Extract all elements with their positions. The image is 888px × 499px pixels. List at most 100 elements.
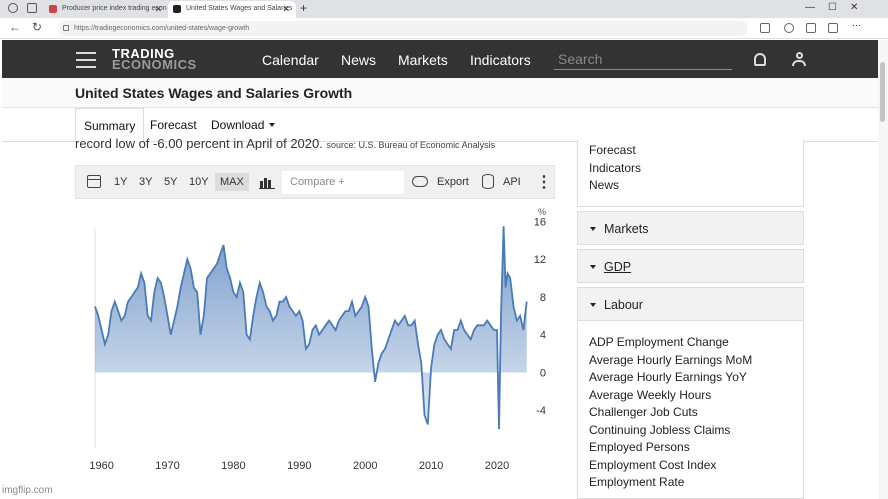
address-toolbar: ← ↻ https://tradingeconomics.com/united-… [0, 18, 888, 39]
range-3y-button[interactable]: 3Y [139, 176, 153, 188]
sidebar-link-avg-hourly-earnings-yoy[interactable]: Average Hourly Earnings YoY [589, 370, 747, 384]
sidebar-section-gdp[interactable]: GDP [577, 249, 804, 283]
y-unit-label: % [538, 207, 546, 217]
sidebar-labour-list: ADP Employment Change Average Hourly Ear… [577, 321, 804, 499]
sidebar-link-avg-weekly-hours[interactable]: Average Weekly Hours [589, 387, 712, 402]
sidebar-link-continuing-jobless-claims[interactable]: Continuing Jobless Claims [589, 422, 731, 437]
tab-forecast[interactable]: Forecast [150, 118, 197, 132]
user-icon[interactable] [792, 52, 806, 66]
browser-tab-label: Producer price index trading econ [62, 5, 167, 12]
sidebar-section-markets[interactable]: Markets [577, 211, 804, 245]
x-tick-label: 2000 [353, 460, 377, 472]
description-text: record low of -6.00 percent in April of … [75, 138, 496, 150]
caret-down-icon [590, 265, 596, 269]
lock-icon [63, 25, 69, 31]
favicon-icon [173, 5, 181, 13]
close-window-icon[interactable]: ✕ [850, 2, 859, 13]
y-tick-label: 0 [540, 367, 546, 379]
sidebar-link-employment-cost-index[interactable]: Employment Cost Index [589, 457, 717, 472]
sidebar-link-news[interactable]: News [589, 178, 620, 192]
sidebar-link-employment-rate[interactable]: Employment Rate [589, 475, 685, 489]
cloud-download-icon[interactable] [412, 176, 428, 187]
series-area [95, 226, 527, 430]
y-tick-label: 4 [540, 330, 546, 342]
split-screen-icon[interactable] [760, 23, 770, 33]
back-icon[interactable]: ← [9, 20, 21, 34]
chart-type-icon[interactable] [259, 175, 275, 189]
source-note: source: U.S. Bureau of Economic Analysis [326, 140, 496, 150]
tab-summary[interactable]: Summary [75, 108, 145, 142]
sub-navigation: Summary Forecast Download [2, 108, 878, 142]
scrollbar-thumb[interactable] [880, 62, 885, 122]
collections-icon[interactable] [806, 23, 816, 33]
title-bar: United States Wages and Salaries Growth [2, 78, 878, 108]
tab-actions-icon[interactable] [27, 3, 37, 13]
series-line [94, 226, 528, 430]
refresh-icon[interactable]: ↻ [32, 20, 43, 34]
range-max-button[interactable]: MAX [215, 173, 249, 191]
browser-tabstrip: Producer price index trading econ ✕ Unit… [0, 0, 888, 18]
profile-icon[interactable] [8, 3, 18, 13]
compare-input[interactable]: Compare + [282, 171, 404, 194]
close-tab-icon[interactable]: ✕ [282, 4, 290, 14]
sidebar-link-forecast[interactable]: Forecast [589, 143, 636, 157]
tab-download[interactable]: Download [211, 118, 276, 132]
favorites-icon[interactable] [784, 23, 794, 33]
nav-indicators[interactable]: Indicators [470, 52, 531, 68]
search-input[interactable]: Search [554, 48, 732, 70]
trading-economics-logo[interactable]: TRADING ECONOMICS [112, 46, 197, 72]
page-title: United States Wages and Salaries Growth [75, 85, 353, 101]
x-tick-label: 2010 [419, 460, 443, 472]
x-tick-label: 1960 [89, 460, 113, 472]
y-tick-label: 16 [534, 216, 546, 228]
nav-markets[interactable]: Markets [398, 52, 448, 68]
calendar-icon[interactable] [87, 175, 101, 188]
close-tab-icon[interactable]: ✕ [154, 4, 162, 14]
sidebar-link-indicators[interactable]: Indicators [589, 160, 642, 175]
caret-down-icon [590, 227, 596, 231]
site-header: TRADING ECONOMICS Calendar News Markets … [2, 40, 878, 78]
maximize-icon[interactable]: ☐ [828, 2, 837, 13]
hamburger-icon[interactable] [76, 52, 96, 68]
browser-tab-label: United States Wages and Salaries [186, 5, 293, 12]
sidebar-top-links: Forecast Indicators News [577, 140, 804, 207]
nav-calendar[interactable]: Calendar [262, 52, 319, 68]
chevron-down-icon [269, 123, 276, 127]
chart-toolbar: 1Y 3Y 5Y 10Y MAX Compare + Export API ⋮ [75, 165, 555, 199]
database-icon[interactable] [482, 174, 494, 189]
address-bar[interactable]: https://tradingeconomics.com/united-stat… [58, 21, 748, 36]
x-tick-label: 2020 [485, 460, 509, 472]
browser-tab-active[interactable]: United States Wages and Salaries ✕ [168, 1, 296, 18]
range-10y-button[interactable]: 10Y [189, 176, 209, 188]
favicon-icon [49, 5, 57, 13]
range-5y-button[interactable]: 5Y [164, 176, 178, 188]
y-tick-label: 12 [534, 254, 546, 266]
x-tick-label: 1990 [287, 460, 311, 472]
sidebar-section-labour[interactable]: Labour [577, 287, 804, 321]
wage-growth-chart: -4 0 4 8 12 16% 1960 1970 1980 1990 2000 2010 2020 [75, 198, 555, 480]
x-tick-label: 1980 [221, 460, 245, 472]
sidebar-link-avg-hourly-earnings-mom[interactable]: Average Hourly Earnings MoM [589, 352, 753, 367]
sidebar-link-challenger-job-cuts[interactable]: Challenger Job Cuts [589, 405, 698, 419]
settings-menu-icon[interactable]: ⋯ [852, 20, 861, 30]
nav-news[interactable]: News [341, 52, 377, 68]
more-options-icon[interactable]: ⋮ [536, 174, 552, 191]
url-text: https://tradingeconomics.com/united-stat… [74, 25, 250, 32]
y-tick-label: -4 [536, 405, 546, 417]
minimize-icon[interactable]: — [805, 2, 815, 13]
browser-tab-inactive[interactable]: Producer price index trading econ ✕ [44, 1, 168, 18]
chart-svg: -4 0 4 8 12 16% 1960 1970 1980 1990 2000 2010 2020 [89, 207, 546, 472]
x-tick-label: 1970 [155, 460, 179, 472]
api-button[interactable]: API [503, 176, 521, 188]
export-button[interactable]: Export [437, 176, 469, 188]
page-scrollbar[interactable] [878, 40, 888, 499]
sidebar-link-employed-persons[interactable]: Employed Persons [589, 440, 690, 454]
y-tick-label: 8 [540, 292, 546, 304]
watermark-text: imgflip.com [2, 485, 53, 496]
bell-icon[interactable] [754, 53, 766, 66]
sidebar-link-adp-employment-change[interactable]: ADP Employment Change [589, 335, 729, 349]
caret-down-icon [590, 303, 596, 307]
new-tab-button[interactable]: + [300, 1, 308, 15]
range-1y-button[interactable]: 1Y [114, 176, 128, 188]
extensions-icon[interactable] [828, 23, 838, 33]
